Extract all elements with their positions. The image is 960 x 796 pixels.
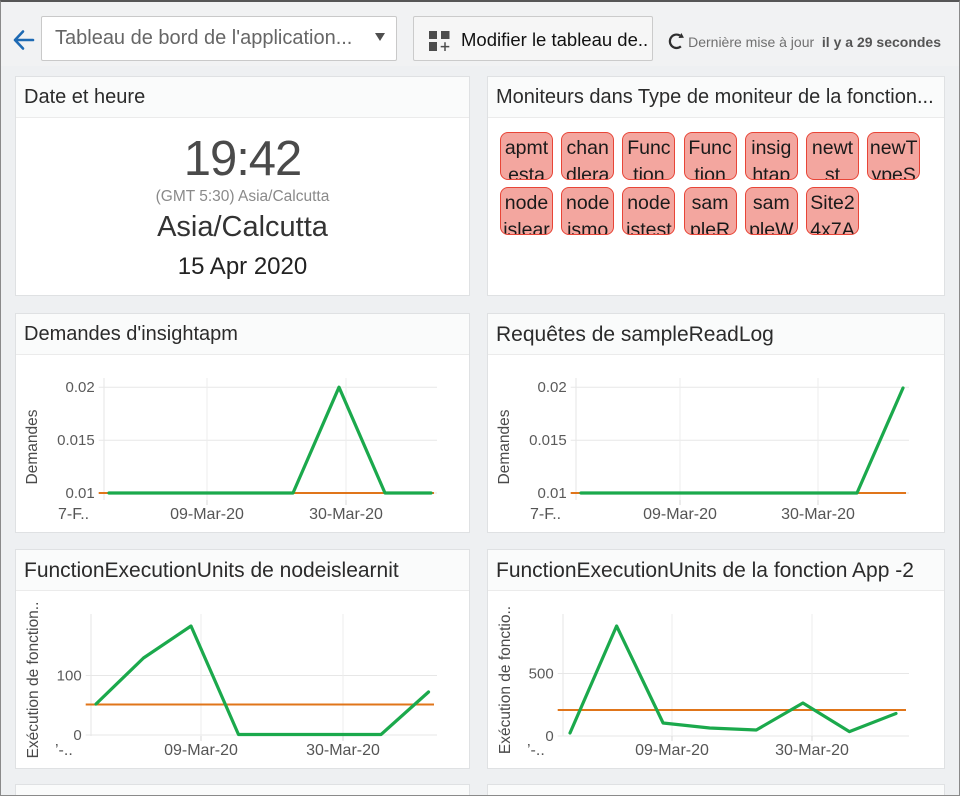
svg-text:’-..: ’-..: [527, 742, 545, 759]
svg-text:09-Mar-20: 09-Mar-20: [170, 506, 244, 523]
svg-text:0: 0: [73, 727, 81, 744]
svg-text:7-F..: 7-F..: [530, 506, 561, 523]
svg-text:7-F..: 7-F..: [58, 506, 89, 523]
svg-text:09-Mar-20: 09-Mar-20: [643, 506, 717, 523]
svg-text:Exécution de fonction..: Exécution de fonction..: [25, 602, 42, 759]
svg-text:Demandes: Demandes: [24, 409, 41, 484]
svg-text:Demandes: Demandes: [496, 409, 513, 484]
svg-text:30-Mar-20: 30-Mar-20: [781, 506, 855, 523]
svg-text:0.01: 0.01: [537, 485, 566, 502]
svg-text:0: 0: [545, 728, 553, 745]
svg-text:500: 500: [529, 666, 554, 683]
svg-text:09-Mar-20: 09-Mar-20: [164, 742, 238, 759]
svg-text:30-Mar-20: 30-Mar-20: [309, 506, 383, 523]
svg-text:0.015: 0.015: [529, 432, 567, 449]
svg-text:09-Mar-20: 09-Mar-20: [635, 742, 709, 759]
svg-text:0.01: 0.01: [65, 485, 94, 502]
svg-text:100: 100: [57, 668, 82, 685]
svg-text:0.015: 0.015: [57, 432, 95, 449]
svg-text:30-Mar-20: 30-Mar-20: [306, 742, 380, 759]
svg-text:0.02: 0.02: [65, 379, 94, 396]
svg-text:30-Mar-20: 30-Mar-20: [775, 742, 849, 759]
svg-text:’-..: ’-..: [55, 742, 73, 759]
svg-text:0.02: 0.02: [537, 379, 566, 396]
svg-text:Exécution de fonctio..: Exécution de fonctio..: [497, 606, 514, 754]
